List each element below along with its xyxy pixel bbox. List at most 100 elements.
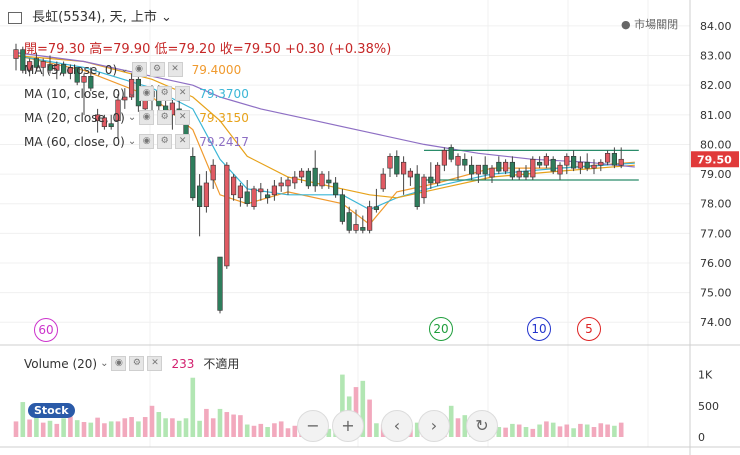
symbol-title[interactable]: 長虹(5534), 天, 上市 [32, 10, 157, 25]
indicator-label: MA (5, close, 0) [24, 62, 118, 77]
volume-label: Volume (20) [24, 356, 98, 371]
candle-body [387, 155, 393, 169]
candle-body [122, 96, 128, 101]
eye-icon[interactable]: ◉ [139, 134, 155, 149]
candle-body [60, 64, 67, 74]
gear-icon[interactable]: ⚙ [157, 86, 173, 101]
volume-bar [278, 421, 284, 437]
volume-bar [455, 418, 461, 437]
close-icon[interactable]: ✕ [167, 62, 183, 77]
price-tick-label: 81.00 [700, 109, 732, 122]
candle-body [47, 64, 53, 71]
candle-body [496, 161, 502, 172]
gear-icon[interactable]: ⚙ [149, 62, 165, 77]
close-icon[interactable]: ✕ [147, 356, 163, 371]
eye-icon[interactable]: ◉ [111, 356, 127, 371]
candle-body [271, 185, 278, 196]
volume-bar [516, 424, 522, 437]
volume-bar [523, 427, 529, 437]
volume-tick-label: 0 [698, 431, 705, 444]
close-icon[interactable]: ✕ [175, 86, 191, 101]
volume-bar [326, 428, 332, 437]
eye-icon[interactable]: ◉ [131, 62, 147, 77]
volume-bar [530, 428, 536, 437]
gear-icon[interactable]: ⚙ [157, 110, 173, 125]
chevron-down-icon[interactable]: ⌄ [127, 136, 137, 147]
candle-body [523, 170, 529, 178]
price-tick-label: 76.00 [700, 257, 732, 270]
candle-body [74, 67, 80, 83]
gear-icon[interactable]: ⚙ [157, 134, 173, 149]
candle-body [278, 182, 284, 187]
candle-body [40, 61, 46, 68]
indicator-ma10[interactable]: MA (10, close, 0) ⌄ ◉ ⚙ ✕ 79.3700 [24, 86, 249, 101]
volume-bar [292, 425, 298, 437]
marker-60[interactable]: 60 [34, 318, 58, 342]
candle-body [489, 167, 495, 178]
reset-button[interactable]: ↻ [466, 410, 498, 442]
ma-line [15, 55, 635, 211]
volume-value: 233 [171, 356, 195, 371]
scroll-left-button[interactable]: ‹ [381, 410, 413, 442]
candle-body [509, 161, 516, 178]
volume-bar [360, 380, 366, 437]
candle-body [203, 182, 210, 207]
marker-20[interactable]: 20 [429, 317, 453, 341]
candle-body [285, 179, 291, 187]
candle-body [129, 78, 135, 98]
candle-body [115, 99, 121, 122]
close-icon[interactable]: ✕ [175, 110, 191, 125]
volume-bar [503, 427, 508, 437]
marker-10[interactable]: 10 [527, 317, 551, 341]
volume-bar [224, 412, 230, 437]
zoom-out-button[interactable]: − [297, 410, 329, 442]
volume-bar [374, 423, 379, 437]
candle-body [611, 153, 617, 166]
volume-bar [210, 418, 216, 437]
candle-body [210, 164, 216, 181]
scroll-right-button[interactable]: › [418, 410, 450, 442]
candle-body [604, 153, 611, 163]
zoom-in-button[interactable]: + [332, 410, 364, 442]
last-price-tag [691, 151, 739, 168]
price-tick-label: 82.00 [700, 79, 732, 92]
volume-indicator[interactable]: Volume (20) ⌄ ◉ ⚙ ✕ 233 不適用 [24, 355, 239, 372]
candle-body [462, 158, 468, 166]
gear-icon[interactable]: ⚙ [129, 356, 145, 371]
candle-body [468, 164, 475, 175]
candle-body [353, 224, 359, 231]
marker-5[interactable]: 5 [577, 317, 601, 341]
eye-icon[interactable]: ◉ [139, 86, 155, 101]
menu-icon[interactable] [8, 11, 22, 24]
chevron-down-icon[interactable]: ⌄ [100, 358, 109, 369]
close-icon[interactable]: ✕ [175, 134, 191, 149]
price-tick-label: 80.00 [700, 138, 732, 151]
candle-body [530, 158, 536, 178]
indicator-label: MA (60, close, 0) [24, 134, 125, 149]
candle-body [13, 49, 19, 59]
candle-body [598, 161, 604, 166]
header-bar: 長虹(5534), 天, 上市 ⌄ [8, 6, 172, 25]
volume-bar [557, 426, 563, 437]
volume-bar [190, 377, 196, 437]
indicator-ma20[interactable]: MA (20, close, 0) ⌄ ◉ ⚙ ✕ 79.3150 [24, 110, 249, 125]
eye-icon[interactable]: ◉ [139, 110, 155, 125]
chevron-down-icon[interactable]: ⌄ [127, 112, 137, 123]
candle-body [428, 176, 434, 184]
candle-body [81, 75, 87, 83]
volume-bar [149, 405, 155, 437]
chevron-down-icon[interactable]: ⌄ [161, 10, 172, 25]
volume-bar [571, 428, 576, 437]
volume-bar [13, 421, 19, 437]
volume-bar [61, 418, 66, 437]
candle-body [26, 61, 33, 71]
volume-bar [156, 412, 162, 437]
chevron-down-icon[interactable]: ⌄ [120, 64, 129, 75]
candle-body [332, 182, 339, 196]
candle-body [502, 161, 509, 172]
volume-bar [95, 417, 100, 437]
indicator-ma5[interactable]: MA (5, close, 0) ⌄ ◉ ⚙ ✕ 79.4000 [24, 62, 241, 77]
chevron-down-icon[interactable]: ⌄ [127, 88, 137, 99]
indicator-ma60[interactable]: MA (60, close, 0) ⌄ ◉ ⚙ ✕ 79.2417 [24, 134, 249, 149]
